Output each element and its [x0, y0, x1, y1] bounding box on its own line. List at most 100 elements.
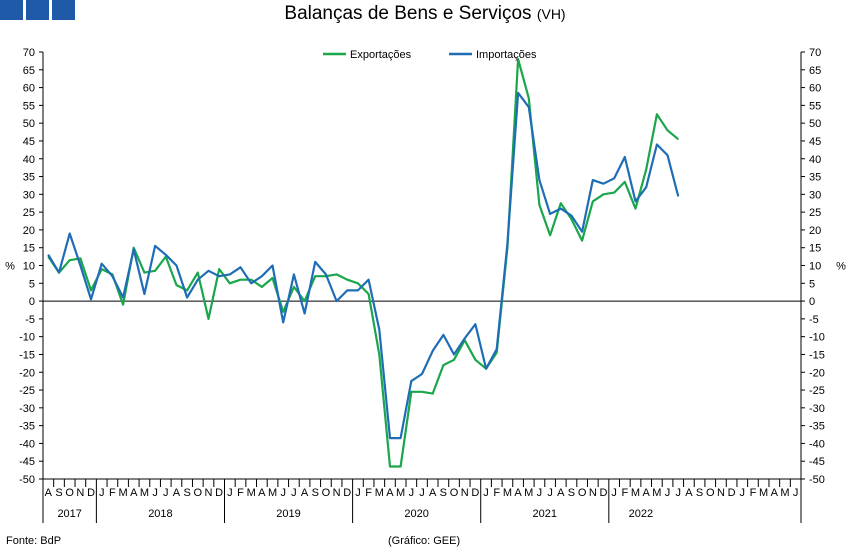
x-tick-label: O — [450, 487, 459, 499]
data-point — [239, 279, 242, 281]
x-tick-label: A — [386, 487, 394, 499]
year-label: 2020 — [404, 508, 428, 520]
data-point — [656, 143, 658, 146]
credit-note: (Gráfico: GEE) — [388, 535, 461, 547]
x-tick-label: F — [750, 487, 757, 499]
data-point — [165, 254, 167, 256]
data-point — [442, 334, 444, 336]
x-tick-label: S — [440, 487, 447, 499]
data-point — [570, 215, 573, 217]
data-point — [389, 465, 391, 468]
data-point — [218, 268, 220, 270]
x-tick-label: N — [461, 487, 469, 499]
data-point — [474, 359, 476, 361]
x-tick-label: M — [268, 487, 277, 499]
subtitle-text: (VH) — [536, 6, 566, 22]
x-tick-label: M — [247, 487, 256, 499]
x-tick-label: J — [483, 487, 489, 499]
x-tick-label: A — [514, 487, 522, 499]
x-tick-label: J — [163, 487, 169, 499]
x-tick-label: M — [759, 487, 768, 499]
x-tick-label: F — [621, 487, 628, 499]
y-tick-label-right: 15 — [809, 243, 821, 255]
x-tick-label: A — [173, 487, 181, 499]
data-point — [325, 273, 327, 275]
x-tick-label: A — [557, 487, 565, 499]
data-point — [186, 289, 188, 292]
y-axis-label-right: % — [836, 261, 846, 273]
data-point — [69, 259, 71, 261]
data-point — [250, 282, 252, 284]
y-tick-label-right: -50 — [809, 474, 825, 486]
data-point — [677, 195, 679, 197]
data-point — [101, 268, 103, 270]
x-tick-label: J — [547, 487, 553, 499]
chart-title: Balanças de Bens e Serviços (VH) — [0, 3, 850, 25]
y-tick-label-left: 40 — [23, 154, 35, 166]
data-point — [528, 106, 530, 108]
y-tick-label-right: 0 — [809, 296, 815, 308]
x-tick-label: M — [375, 487, 384, 499]
x-tick-label: A — [429, 487, 437, 499]
y-tick-label-left: 5 — [29, 278, 35, 290]
y-tick-label-left: 10 — [23, 261, 35, 273]
data-point — [453, 359, 455, 361]
year-label: 2019 — [276, 508, 300, 520]
x-tick-label: S — [568, 487, 575, 499]
x-tick-label: J — [227, 487, 233, 499]
y-tick-label-right: -10 — [809, 332, 825, 344]
y-tick-label-left: -5 — [25, 314, 35, 326]
x-tick-label: A — [258, 487, 266, 499]
year-label: 2021 — [533, 508, 557, 520]
x-tick-label: F — [493, 487, 500, 499]
data-point — [592, 200, 594, 203]
data-point — [261, 286, 263, 288]
y-tick-label-right: -35 — [809, 421, 825, 433]
year-label: 2017 — [57, 508, 81, 520]
data-point — [47, 254, 49, 256]
x-tick-label: A — [301, 487, 309, 499]
y-tick-label-right: 40 — [809, 154, 821, 166]
data-point — [634, 207, 637, 210]
y-tick-label-right: -25 — [809, 385, 825, 397]
data-point — [496, 348, 498, 350]
data-point — [143, 293, 146, 295]
y-tick-label-left: 65 — [23, 65, 35, 77]
x-tick-label: A — [685, 487, 693, 499]
x-tick-label: N — [589, 487, 597, 499]
x-tick-label: J — [280, 487, 286, 499]
x-tick-label: M — [780, 487, 789, 499]
x-tick-label: M — [524, 487, 533, 499]
data-point — [261, 275, 263, 277]
data-point — [538, 204, 541, 206]
data-point — [613, 191, 615, 194]
data-point — [90, 289, 92, 292]
x-tick-label: J — [152, 487, 158, 499]
x-tick-label: J — [409, 487, 415, 499]
data-point — [421, 373, 423, 375]
y-tick-label-left: 70 — [23, 47, 35, 59]
y-tick-label-left: -10 — [19, 332, 35, 344]
data-point — [432, 350, 434, 352]
y-tick-label-right: -30 — [809, 403, 825, 415]
x-tick-label: J — [675, 487, 681, 499]
source-note: Fonte: BdP — [6, 535, 62, 547]
data-point — [570, 218, 573, 220]
data-point — [314, 275, 316, 277]
data-point — [58, 272, 60, 274]
data-point — [229, 282, 231, 284]
y-tick-label-right: 60 — [809, 83, 821, 95]
x-tick-label: S — [55, 487, 62, 499]
data-point — [485, 368, 487, 370]
y-tick-label-right: 25 — [809, 207, 821, 219]
data-point — [400, 465, 402, 468]
data-point — [197, 279, 199, 281]
data-point — [378, 353, 380, 356]
data-point — [133, 248, 135, 251]
x-tick-label: M — [140, 487, 149, 499]
data-point — [645, 186, 647, 188]
data-point — [368, 279, 370, 281]
year-label: 2018 — [148, 508, 172, 520]
y-tick-label-left: -30 — [19, 403, 35, 415]
